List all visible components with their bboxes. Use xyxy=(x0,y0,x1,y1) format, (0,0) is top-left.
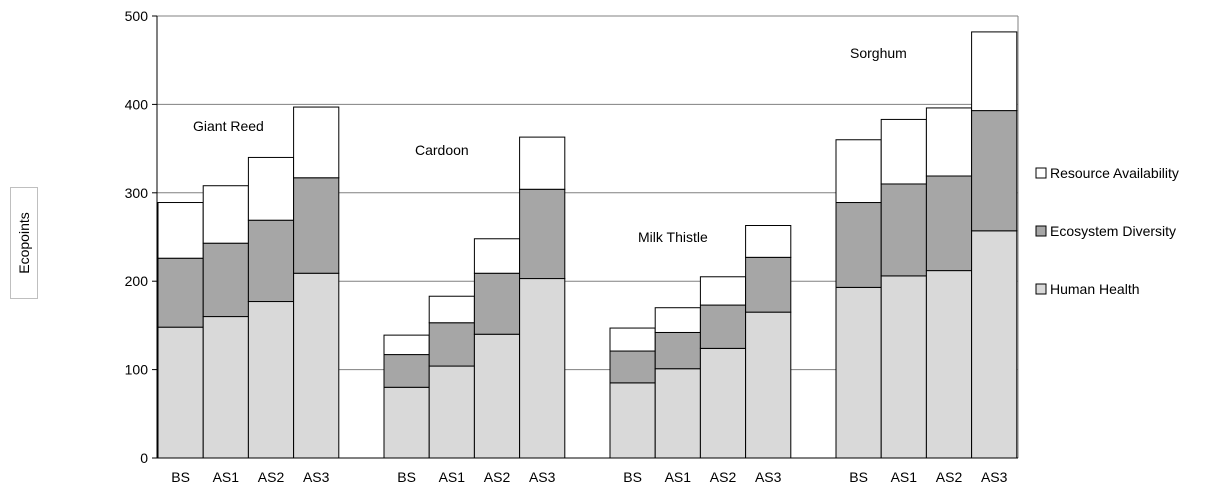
y-tick-label: 500 xyxy=(125,8,149,24)
bar-segment-human-health xyxy=(519,278,566,459)
bar-segment-ecosystem-diversity xyxy=(293,177,340,274)
x-tick-label: AS2 xyxy=(258,469,285,485)
y-axis-label: Ecopoints xyxy=(16,212,32,274)
x-tick-label: AS3 xyxy=(755,469,782,485)
x-tick-label: AS1 xyxy=(891,469,918,485)
y-tick-label: 400 xyxy=(125,96,149,112)
bar-segment-ecosystem-diversity xyxy=(428,322,475,367)
bar-segment-human-health xyxy=(157,326,204,459)
x-tick-label: AS2 xyxy=(710,469,737,485)
bars xyxy=(157,31,1018,459)
bar-segment-resource-availability xyxy=(654,307,701,333)
x-tick-label: AS2 xyxy=(936,469,963,485)
x-tick-label: AS1 xyxy=(665,469,692,485)
bar-segment-ecosystem-diversity xyxy=(383,354,430,388)
legend-label: Ecosystem Diversity xyxy=(1050,223,1176,239)
bar-segment-resource-availability xyxy=(609,327,656,352)
bar-segment-resource-availability xyxy=(428,295,475,324)
y-axis-label-box: Ecopoints xyxy=(10,187,38,299)
bar-segment-resource-availability xyxy=(925,107,973,177)
x-axis-tick-labels: BS AS1 AS2 AS3 BS AS1 AS2 AS3 BS AS1 AS2 AS3 BS AS1 AS… xyxy=(171,469,1007,485)
legend-swatch xyxy=(1035,283,1047,295)
bar-segment-human-health xyxy=(609,382,656,459)
bar-segment-ecosystem-diversity xyxy=(473,272,521,335)
legend-label: Resource Availability xyxy=(1050,165,1179,181)
x-tick-label: BS xyxy=(849,469,868,485)
x-tick-label: AS2 xyxy=(484,469,511,485)
bar-segment-ecosystem-diversity xyxy=(157,257,204,328)
bar-segment-resource-availability xyxy=(835,139,882,204)
bar-segment-ecosystem-diversity xyxy=(247,219,295,303)
bar-segment-ecosystem-diversity xyxy=(699,304,747,349)
y-tick-label: 200 xyxy=(125,273,149,289)
bar-segment-ecosystem-diversity xyxy=(654,331,701,370)
bar-segment-ecosystem-diversity xyxy=(202,242,249,318)
bar-segment-human-health xyxy=(383,386,430,459)
bar-segment-ecosystem-diversity xyxy=(835,202,882,288)
bar-segment-ecosystem-diversity xyxy=(880,183,927,277)
y-tick-label: 300 xyxy=(125,185,149,201)
bar-segment-human-health xyxy=(971,230,1018,459)
bar-segment-resource-availability xyxy=(880,118,927,185)
bar-segment-resource-availability xyxy=(519,136,566,190)
bar-segment-resource-availability xyxy=(745,225,792,258)
bar-segment-human-health xyxy=(202,316,249,459)
group-labels: Giant Reed Cardoon Milk Thistle Sorghum xyxy=(193,45,907,245)
bar-segment-ecosystem-diversity xyxy=(519,188,566,280)
bar-segment-human-health xyxy=(293,272,340,459)
bar-segment-human-health xyxy=(925,270,973,459)
bar-segment-ecosystem-diversity xyxy=(609,350,656,384)
legend: Resource Availability Ecosystem Diversity… xyxy=(1035,165,1179,297)
bar-segment-human-health xyxy=(473,333,521,459)
y-tick-label: 100 xyxy=(125,362,149,378)
bar-segment-resource-availability xyxy=(157,202,204,259)
legend-label: Human Health xyxy=(1050,281,1140,297)
bar-segment-ecosystem-diversity xyxy=(971,110,1018,232)
bar-segment-resource-availability xyxy=(293,106,340,179)
x-tick-label: BS xyxy=(623,469,642,485)
bar-segment-ecosystem-diversity xyxy=(745,256,792,313)
group-label: Sorghum xyxy=(850,45,907,61)
bar-segment-resource-availability xyxy=(473,238,521,274)
bar-segment-human-health xyxy=(699,347,747,459)
group-label: Giant Reed xyxy=(193,118,264,134)
group-label: Milk Thistle xyxy=(638,229,708,245)
bar-segment-resource-availability xyxy=(971,31,1018,112)
legend-swatch xyxy=(1035,225,1047,237)
bar-segment-resource-availability xyxy=(383,334,430,356)
bar-segment-human-health xyxy=(835,286,882,459)
bar-segment-resource-availability xyxy=(699,276,747,306)
x-tick-label: AS1 xyxy=(439,469,466,485)
x-tick-label: AS3 xyxy=(303,469,330,485)
bar-segment-human-health xyxy=(247,301,295,459)
x-tick-label: BS xyxy=(171,469,190,485)
bar-segment-resource-availability xyxy=(202,185,249,244)
x-tick-label: AS3 xyxy=(529,469,556,485)
bar-segment-human-health xyxy=(654,368,701,459)
x-tick-label: BS xyxy=(397,469,416,485)
x-tick-label: AS3 xyxy=(981,469,1008,485)
y-tick-label: 0 xyxy=(140,450,148,466)
bar-segment-human-health xyxy=(745,311,792,459)
bar-segment-ecosystem-diversity xyxy=(925,175,973,272)
legend-swatch xyxy=(1035,167,1047,179)
x-tick-label: AS1 xyxy=(213,469,240,485)
bar-segment-human-health xyxy=(428,365,475,459)
bar-segment-resource-availability xyxy=(247,156,295,221)
bar-segment-human-health xyxy=(880,275,927,459)
group-label: Cardoon xyxy=(415,142,469,158)
